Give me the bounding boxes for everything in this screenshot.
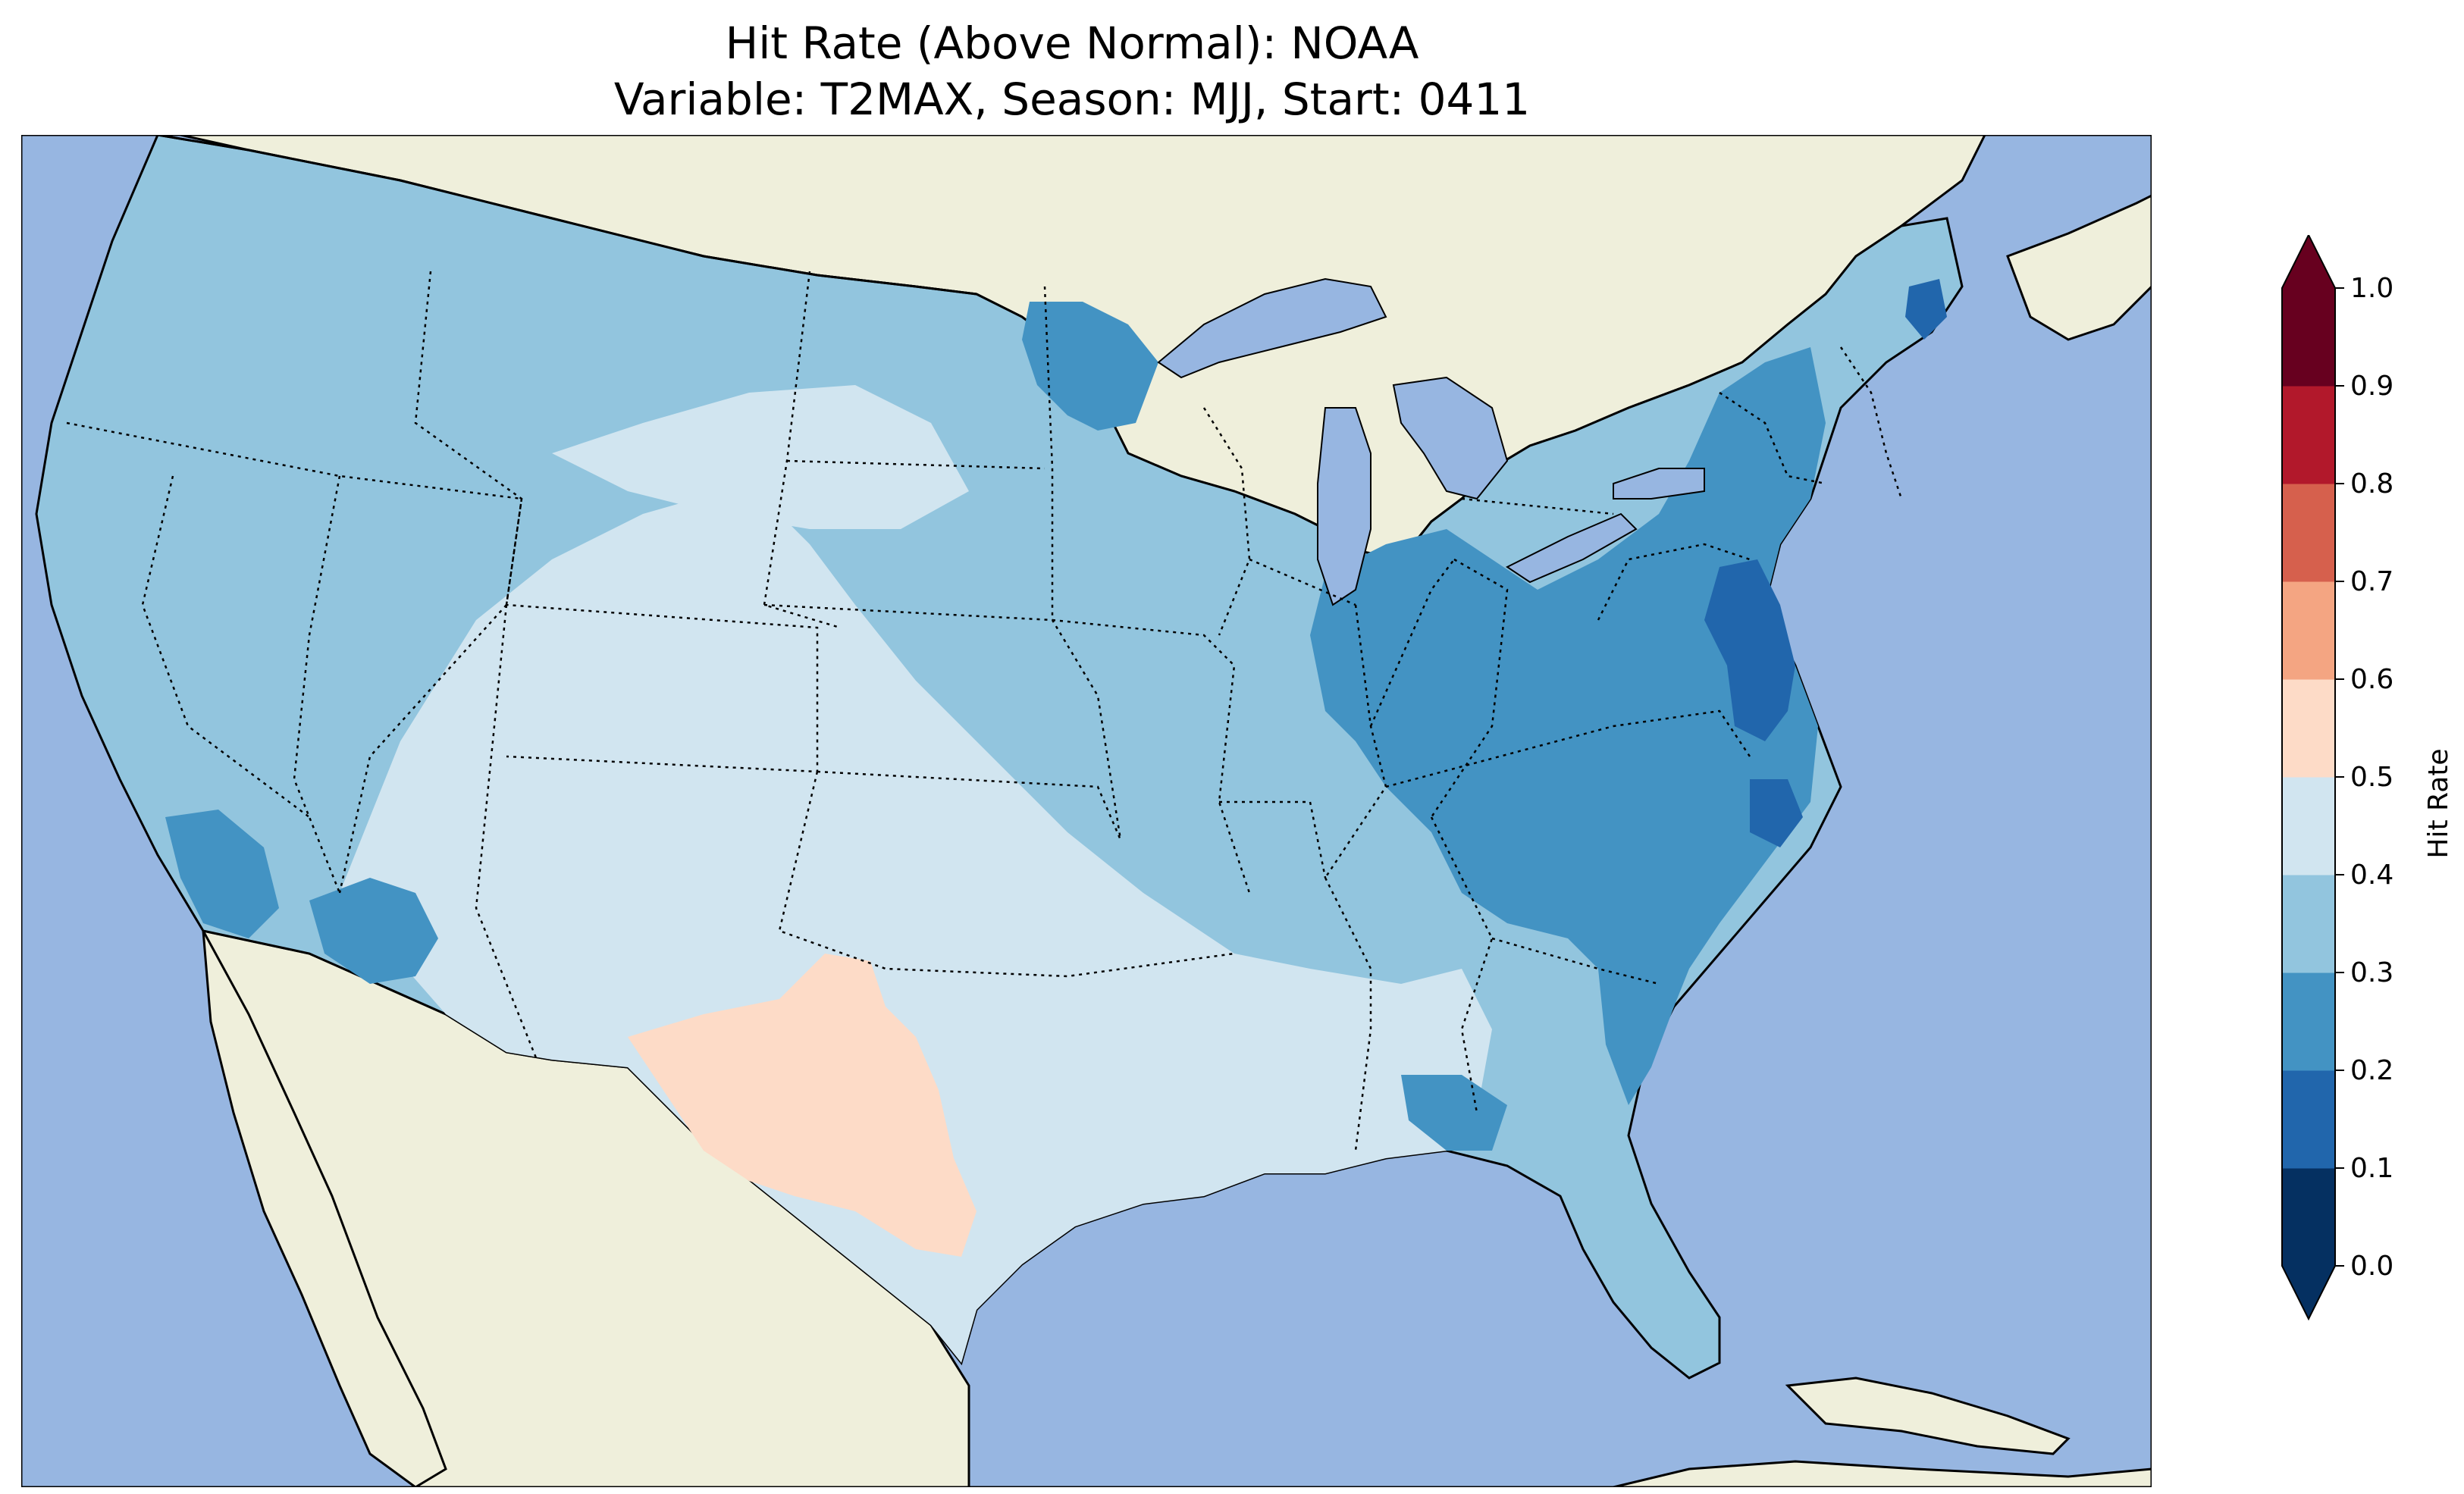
south-land bbox=[1613, 1460, 2152, 1487]
colorbar: 0.0 0.1 0.2 0.3 0.4 0.5 0.6 0.7 0.8 0.9 1.0 Hit Ra… bbox=[2281, 235, 2454, 1321]
zone-0.2-0.3-florida bbox=[1401, 1075, 1507, 1151]
colorbar-tick-label: 0.6 bbox=[2350, 664, 2393, 695]
lake-michigan bbox=[1317, 407, 1372, 606]
colorbar-bin-8 bbox=[2282, 386, 2335, 484]
colorbar-bin-4 bbox=[2282, 777, 2335, 875]
lake-ontario bbox=[1613, 468, 1705, 500]
zone-0.1-0.2-carolina bbox=[1750, 779, 1803, 847]
colorbar-bin-6 bbox=[2282, 581, 2335, 680]
colorbar-bin-0 bbox=[2282, 1168, 2335, 1267]
colorbar-bin-9 bbox=[2282, 288, 2335, 387]
colorbar-tick-label: 0.8 bbox=[2350, 468, 2393, 500]
colorbar-bin-2 bbox=[2282, 973, 2335, 1071]
cuba-land bbox=[1785, 1377, 2071, 1455]
title-line-2: Variable: T2MAX, Season: MJJ, Start: 041… bbox=[613, 74, 1531, 125]
colorbar-tick-label: 0.3 bbox=[2350, 957, 2393, 988]
colorbar-ticks: 0.0 0.1 0.2 0.3 0.4 0.5 0.6 0.7 0.8 0.9 1.0 bbox=[2335, 273, 2393, 1282]
zone-0.1-0.2-midatlantic bbox=[1704, 559, 1795, 741]
colorbar-bin-7 bbox=[2282, 484, 2335, 582]
colorbar-tick-label: 0.5 bbox=[2350, 762, 2393, 793]
colorbar-bins bbox=[2281, 235, 2336, 1321]
colorbar-tick-label: 1.0 bbox=[2350, 273, 2393, 304]
colorbar-bin-1 bbox=[2282, 1070, 2335, 1169]
colorbar-tick-label: 0.4 bbox=[2350, 860, 2393, 891]
zone-0.4-0.5-north bbox=[552, 385, 969, 529]
maritime-land bbox=[2006, 194, 2152, 341]
colorbar-tick-label: 0.2 bbox=[2350, 1055, 2393, 1086]
zone-0.2-0.3-arizona bbox=[309, 878, 438, 984]
state-borders bbox=[66, 271, 1903, 1151]
zone-0.2-0.3-east bbox=[1310, 347, 1826, 1105]
zone-0.5-0.6-texas bbox=[628, 954, 977, 1257]
lake-erie bbox=[1506, 512, 1638, 584]
baja-land bbox=[202, 930, 447, 1487]
zone-0.4-0.5-west bbox=[340, 484, 1492, 1363]
colorbar-tick-label: 0.7 bbox=[2350, 566, 2393, 597]
colorbar-extend-max bbox=[2282, 235, 2335, 288]
hit-rate-map bbox=[21, 135, 2152, 1487]
zone-0.1-0.2-maine bbox=[1905, 279, 1947, 340]
us-canada-border bbox=[157, 135, 977, 296]
title-line-1: Hit Rate (Above Normal): NOAA bbox=[725, 17, 1419, 69]
colorbar-bin-5 bbox=[2282, 679, 2335, 778]
zone-0.2-0.3-socal bbox=[165, 810, 279, 938]
map-title: Hit Rate (Above Normal): NOAA Variable: … bbox=[0, 15, 2144, 127]
colorbar-label: Hit Rate bbox=[2423, 748, 2454, 858]
colorbar-tick-label: 0.9 bbox=[2350, 371, 2393, 402]
colorbar-extend-min bbox=[2282, 1266, 2335, 1319]
colorbar-bin-3 bbox=[2282, 875, 2335, 973]
zone-0.2-0.3-minnesota bbox=[1022, 302, 1158, 431]
lake-superior bbox=[1157, 277, 1387, 379]
colorbar-tick-label: 0.0 bbox=[2350, 1251, 2393, 1282]
colorbar-tick-label: 0.1 bbox=[2350, 1153, 2393, 1184]
lake-huron bbox=[1392, 376, 1509, 500]
